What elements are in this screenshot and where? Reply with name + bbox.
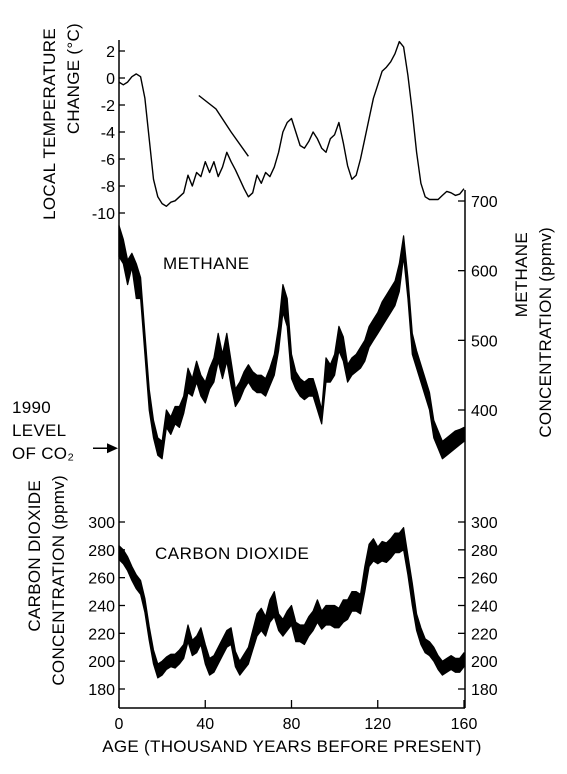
temperature-tick-label-4: -6 <box>101 152 115 169</box>
co2-axis-title-line1: CARBON DIOXIDE <box>25 480 44 632</box>
co2-right-tick-label-2: 260 <box>471 571 498 588</box>
annotation-line-3: OF CO₂ <box>12 444 74 463</box>
co2-series-label: CARBON DIOXIDE <box>155 544 309 563</box>
methane-band <box>118 224 465 460</box>
temperature-tick-label-6: -10 <box>92 206 115 223</box>
temperature-tick-label-2: -2 <box>101 98 115 115</box>
co2-1990-annotation: 1990 LEVEL OF CO₂ <box>12 398 118 463</box>
co2-right-tick-label-6: 180 <box>471 682 498 699</box>
temperature-tick-label-5: -8 <box>101 179 115 196</box>
annotation-line-2: LEVEL <box>12 421 66 440</box>
co2-left-tick-label-3: 240 <box>88 599 115 616</box>
temperature-axis-title-line2: CHANGE (°C) <box>64 23 83 134</box>
temperature-axis-title-line1: LOCAL TEMPERATURE <box>40 28 59 220</box>
x-tick-label-3: 120 <box>364 716 391 733</box>
annotation-arrow-head <box>107 443 118 454</box>
temperature-line <box>118 40 465 208</box>
series-layer <box>118 40 465 679</box>
co2-left-tick-label-2: 260 <box>88 571 115 588</box>
co2-left-tick-label-1: 280 <box>88 543 115 560</box>
annotation-line-1: 1990 <box>12 398 51 417</box>
temperature-tick-label-3: -4 <box>101 125 115 142</box>
co2-right-tick-label-5: 200 <box>471 654 498 671</box>
temperature-tick-label-1: 0 <box>106 71 115 88</box>
x-tick-label-4: 160 <box>451 716 478 733</box>
methane-axis-title-line2: CONCENTRATION (ppmv) <box>536 227 555 438</box>
x-tick-label-0: 0 <box>115 716 124 733</box>
x-axis-title: AGE (THOUSAND YEARS BEFORE PRESENT) <box>102 737 482 756</box>
co2-axis-title: CARBON DIOXIDE CONCENTRATION (ppmv) <box>25 475 68 686</box>
temperature-tick-label-0: 2 <box>106 44 115 61</box>
methane-tick-label-3: 400 <box>471 403 498 420</box>
methane-series-label: METHANE <box>163 254 250 273</box>
co2-right-tick-label-0: 300 <box>471 515 498 532</box>
co2-left-tick-label-0: 300 <box>88 515 115 532</box>
co2-left-tick-label-5: 200 <box>88 654 115 671</box>
co2-right-tick-label-1: 280 <box>471 543 498 560</box>
methane-axis-title-line1: METHANE <box>512 232 531 317</box>
co2-right-tick-label-4: 220 <box>471 626 498 643</box>
co2-band <box>118 527 465 679</box>
temperature-axis-title: LOCAL TEMPERATURE CHANGE (°C) <box>40 23 83 220</box>
methane-tick-label-2: 500 <box>471 333 498 350</box>
co2-right-tick-label-3: 240 <box>471 599 498 616</box>
methane-tick-label-0: 700 <box>471 194 498 211</box>
methane-tick-label-1: 600 <box>471 264 498 281</box>
co2-axis-title-line2: CONCENTRATION (ppmv) <box>49 475 68 686</box>
co2-left-tick-label-6: 180 <box>88 682 115 699</box>
temperature-extra-segment <box>198 94 249 157</box>
co2-left-tick-label-4: 220 <box>88 626 115 643</box>
x-tick-label-2: 80 <box>283 716 301 733</box>
methane-axis-title: METHANE CONCENTRATION (ppmv) <box>512 227 555 438</box>
x-tick-label-1: 40 <box>196 716 214 733</box>
